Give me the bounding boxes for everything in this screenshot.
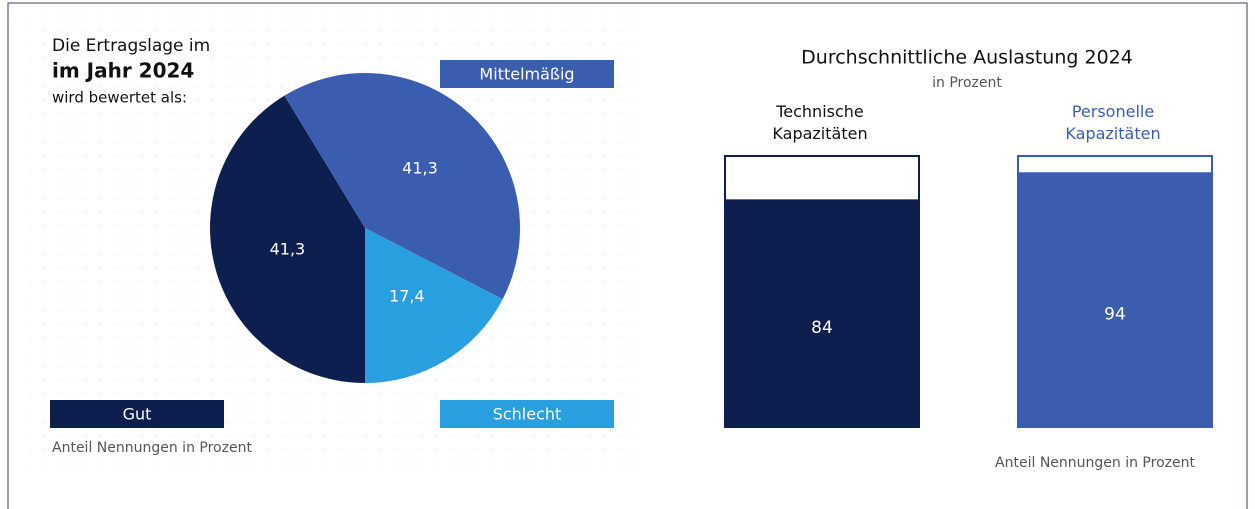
pie-title-line: Die Ertragslage im <box>52 36 210 56</box>
legend-label: Mittelmäßig <box>479 65 574 84</box>
legend-swatch <box>50 400 224 428</box>
slice-label: 41,3 <box>270 239 306 258</box>
category-label-line: Technische <box>775 102 864 121</box>
category-label-line: Kapazitäten <box>772 124 867 143</box>
category-label: Personelle Kapazitäten <box>1065 102 1160 143</box>
pie-note: Anteil Nennungen in Prozent <box>52 440 252 456</box>
bar <box>725 199 919 427</box>
pie-title-line: im Jahr 2024 <box>52 59 194 83</box>
legend-swatch <box>440 60 614 88</box>
bar-value: 84 <box>811 318 833 338</box>
category-label-line: Personelle <box>1072 102 1154 121</box>
legend-swatch <box>440 400 614 428</box>
legend-label: Schlecht <box>493 405 562 424</box>
legend-label: Gut <box>123 405 152 424</box>
pie-slice <box>284 73 520 300</box>
bar-subtitle: in Prozent <box>932 75 1002 91</box>
bar-note: Anteil Nennungen in Prozent <box>995 455 1195 471</box>
bar-title: Durchschnittliche Auslastung 2024 <box>801 47 1133 69</box>
category-label: Technische Kapazitäten <box>772 102 867 143</box>
bar <box>1018 172 1212 427</box>
frame <box>7 2 1248 509</box>
pie-title-line: wird bewertet als: <box>52 89 187 107</box>
slice-label: 41,3 <box>402 159 438 178</box>
category-label-line: Kapazitäten <box>1065 124 1160 143</box>
pie-slice <box>209 95 365 383</box>
slice-label: 17,4 <box>389 286 425 305</box>
pie-slice <box>365 228 503 383</box>
bar-value: 94 <box>1104 305 1126 325</box>
